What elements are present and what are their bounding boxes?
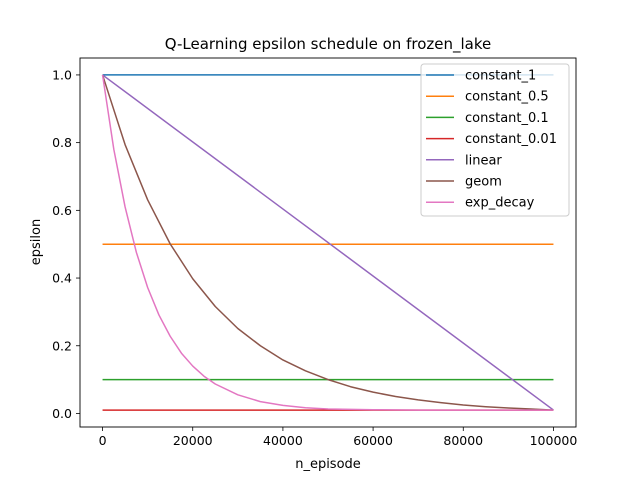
- y-tick-label: 0.2: [52, 338, 72, 353]
- y-axis-label: epsilon: [29, 219, 44, 265]
- legend-label: constant_1: [465, 69, 536, 84]
- legend-label: constant_0.5: [465, 90, 549, 105]
- y-tick-label: 0.8: [52, 135, 72, 150]
- x-tick-label: 60000: [353, 433, 393, 448]
- x-axis: 0 20000 40000 60000 80000 100000: [99, 427, 578, 448]
- chart-title: Q-Learning epsilon schedule on frozen_la…: [165, 35, 491, 54]
- legend-box: [420, 63, 570, 217]
- y-tick-label: 1.0: [52, 67, 72, 82]
- series-line-geom: [101, 74, 554, 411]
- legend: constant_1 constant_0.5 constant_0.1consta…: [420, 63, 570, 217]
- x-tick-label: 100000: [530, 433, 578, 448]
- y-tick-label: 0.4: [52, 271, 72, 286]
- legend-label: constant_0.1: [465, 111, 549, 126]
- series-line-exp-decay: [101, 74, 554, 411]
- series-layer: [101, 74, 554, 411]
- y-tick-label: 0.6: [52, 203, 72, 218]
- plot-frame: [79, 57, 577, 428]
- legend-label: constant_0.01: [465, 132, 557, 147]
- legend-label: exp_decay: [465, 196, 535, 211]
- x-tick-label: 40000: [263, 433, 303, 448]
- y-axis: 0.0 0.2 0.4 0.6 0.8 1.0: [52, 67, 80, 421]
- x-axis-label: n_episode: [295, 457, 361, 472]
- y-tick-label: 0.0: [52, 406, 72, 421]
- legend-label: linear: [465, 153, 502, 168]
- x-tick-label: 20000: [173, 433, 213, 448]
- series-line-linear: [102, 74, 554, 411]
- legend-label: geom: [465, 175, 502, 190]
- x-tick-label: 0: [99, 433, 107, 448]
- x-tick-label: 80000: [443, 433, 483, 448]
